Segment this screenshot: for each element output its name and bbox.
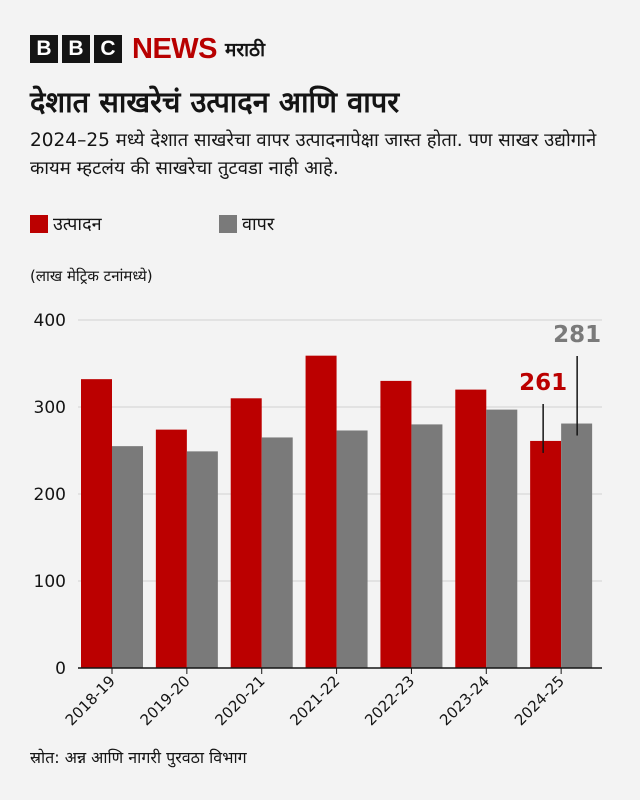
bar bbox=[411, 424, 443, 668]
chart-subtitle: 2024–25 मध्ये देशात साखरेचा वापर उत्पादन… bbox=[30, 130, 597, 179]
bbc-logo-letter: C bbox=[94, 35, 122, 63]
x-tick-label: 2020-21 bbox=[211, 672, 268, 729]
legend-label-consumption: वापर bbox=[242, 214, 275, 235]
bar bbox=[155, 429, 187, 668]
x-tick-label: 2024-25 bbox=[511, 672, 568, 729]
bar bbox=[380, 380, 412, 668]
bar bbox=[230, 398, 262, 668]
bar bbox=[261, 437, 293, 668]
bar bbox=[81, 379, 112, 668]
bbc-logo-letter: B bbox=[62, 35, 90, 63]
source-note: स्रोत: अन्न आणि नागरी पुरवठा विभाग bbox=[30, 748, 247, 767]
language-label: मराठी bbox=[225, 39, 266, 61]
x-tick-label: 2019-20 bbox=[137, 672, 194, 729]
bar bbox=[336, 430, 368, 668]
y-tick-label: 0 bbox=[55, 659, 66, 679]
annotation-value-label: 281 bbox=[553, 322, 601, 348]
bar bbox=[561, 423, 593, 668]
bar bbox=[486, 409, 518, 668]
bar bbox=[530, 440, 562, 668]
unit-label: (लाख मेट्रिक टनांमध्ये) bbox=[30, 267, 153, 285]
bar bbox=[455, 389, 487, 668]
chart-legend: उत्पादन वापर bbox=[0, 212, 640, 240]
bar bbox=[186, 451, 218, 668]
legend-label-production: उत्पादन bbox=[53, 214, 102, 235]
legend-swatch-production bbox=[30, 215, 48, 233]
bbc-news-logo: B B C NEWS मराठी bbox=[30, 32, 266, 65]
bar bbox=[305, 355, 337, 668]
annotation-value-label: 261 bbox=[519, 370, 567, 396]
x-tick-label: 2022-23 bbox=[361, 672, 418, 729]
y-tick-label: 100 bbox=[34, 572, 66, 592]
legend-swatch-consumption bbox=[219, 215, 237, 233]
x-tick-label: 2023-24 bbox=[436, 672, 493, 729]
bar bbox=[112, 446, 143, 668]
chart-title: देशात साखरेचं उत्पादन आणि वापर bbox=[30, 85, 400, 119]
legend-item-consumption: वापर bbox=[219, 212, 274, 236]
news-wordmark: NEWS bbox=[132, 32, 218, 65]
legend-item-production: उत्पादन bbox=[30, 212, 102, 236]
y-tick-label: 300 bbox=[34, 398, 66, 418]
bbc-logo-letter: B bbox=[30, 35, 58, 63]
x-tick-label: 2021-22 bbox=[286, 672, 343, 729]
y-tick-label: 200 bbox=[34, 485, 66, 505]
x-tick-label: 2018-19 bbox=[62, 672, 119, 729]
y-tick-label: 400 bbox=[34, 311, 66, 331]
